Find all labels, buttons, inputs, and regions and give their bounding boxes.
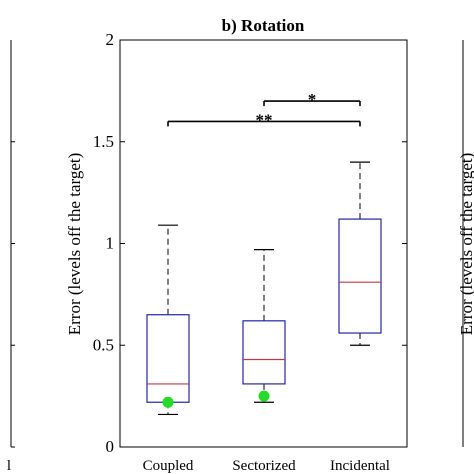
box-coupled (146, 224, 190, 416)
box-incidental (338, 161, 382, 346)
marker-point (162, 396, 174, 408)
significance-bracket: * (263, 90, 361, 109)
box-iqr (338, 218, 382, 334)
chart-title: b) Rotation (222, 16, 305, 35)
x-tick-label: Incidental (330, 458, 390, 474)
significance-bracket: ** (167, 110, 361, 129)
left-panel-category-fragment: l (7, 458, 11, 474)
marker-point (258, 390, 270, 402)
right-panel-fragment: Error (levels off the target) (457, 40, 474, 447)
significance-brackets: *** (167, 90, 361, 129)
y-tick-label: 2 (106, 30, 115, 49)
box-sectorized (242, 249, 286, 403)
y-tick-label: 0.5 (93, 335, 114, 354)
left-panel-fragment: l (7, 40, 12, 474)
x-tick-label: Coupled (143, 458, 194, 474)
y-tick-label: 1.5 (93, 132, 114, 151)
y-ticks: 0 0.5 1 1.5 2 (11, 30, 407, 456)
right-panel-ylabel: Error (levels off the target) (457, 153, 474, 336)
significance-label: * (308, 90, 317, 109)
y-tick-label: 1 (106, 234, 115, 253)
y-tick-label: 0 (106, 437, 115, 456)
box-iqr (146, 314, 190, 403)
significance-label: ** (256, 110, 273, 129)
boxes (146, 161, 382, 416)
y-axis-label: Error (levels off the target) (65, 153, 84, 336)
x-tick-label: Sectorized (232, 458, 296, 474)
x-tick-labels: Coupled Sectorized Incidental (143, 458, 390, 474)
box-iqr (242, 320, 286, 385)
